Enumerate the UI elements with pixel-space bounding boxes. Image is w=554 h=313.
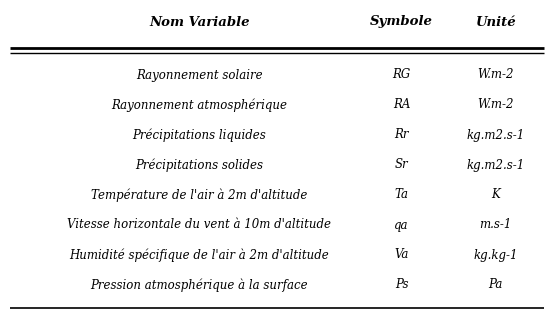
Text: Nom Variable: Nom Variable (149, 16, 250, 28)
Text: RG: RG (393, 69, 411, 81)
Text: W.m-2: W.m-2 (478, 69, 514, 81)
Text: Précipitations solides: Précipitations solides (135, 158, 264, 172)
Text: m.s-1: m.s-1 (480, 218, 512, 232)
Text: Sr: Sr (395, 158, 408, 172)
Text: kg.m2.s-1: kg.m2.s-1 (466, 129, 525, 141)
Text: Unité: Unité (475, 16, 516, 28)
Text: Rayonnement solaire: Rayonnement solaire (136, 69, 263, 81)
Text: Température de l'air à 2m d'altitude: Température de l'air à 2m d'altitude (91, 188, 307, 202)
Text: Rayonnement atmosphérique: Rayonnement atmosphérique (111, 98, 288, 112)
Text: K: K (491, 188, 500, 202)
Text: Précipitations liquides: Précipitations liquides (132, 128, 266, 142)
Text: kg.m2.s-1: kg.m2.s-1 (466, 158, 525, 172)
Text: Humidité spécifique de l'air à 2m d'altitude: Humidité spécifique de l'air à 2m d'alti… (70, 248, 329, 262)
Text: Symbole: Symbole (370, 16, 433, 28)
Text: Va: Va (394, 249, 409, 261)
Text: Pa: Pa (489, 279, 503, 291)
Text: qa: qa (394, 218, 409, 232)
Text: Rr: Rr (394, 129, 409, 141)
Text: Pression atmosphérique à la surface: Pression atmosphérique à la surface (91, 278, 308, 292)
Text: Ps: Ps (395, 279, 408, 291)
Text: RA: RA (393, 99, 411, 111)
Text: kg.kg-1: kg.kg-1 (474, 249, 518, 261)
Text: W.m-2: W.m-2 (478, 99, 514, 111)
Text: Vitesse horizontale du vent à 10m d'altitude: Vitesse horizontale du vent à 10m d'alti… (68, 218, 331, 232)
Text: Ta: Ta (394, 188, 409, 202)
